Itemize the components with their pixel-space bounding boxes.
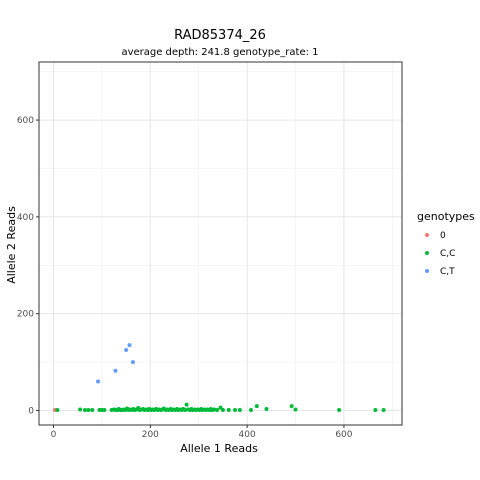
data-point <box>293 407 298 412</box>
data-point <box>113 368 118 373</box>
plot-border <box>38 61 403 426</box>
data-point <box>337 407 342 412</box>
y-tick-label: 200 <box>17 310 34 320</box>
data-point <box>215 407 220 412</box>
legend-label: 0 <box>440 231 446 241</box>
legend-label: C,T <box>440 267 455 277</box>
x-tick-label: 0 <box>51 430 57 440</box>
data-point <box>233 407 238 412</box>
data-point <box>124 347 129 352</box>
series-c-t <box>96 343 135 384</box>
data-point <box>184 402 189 407</box>
chart-title: RAD85374_26 <box>174 28 266 43</box>
data-point <box>86 407 91 412</box>
plot-panel: 0 200 400 600 0 200 400 600 <box>17 61 403 440</box>
data-point <box>381 407 386 412</box>
data-point <box>220 407 225 412</box>
x-tick-label: 200 <box>142 430 159 440</box>
x-axis-title: Allele 1 Reads <box>180 442 258 455</box>
plot-background <box>39 62 402 425</box>
data-point <box>248 407 253 412</box>
series-c-c <box>55 402 386 412</box>
legend-title: genotypes <box>417 210 475 223</box>
data-point <box>264 407 269 412</box>
data-point <box>96 379 101 384</box>
y-tick-label: 600 <box>17 116 34 126</box>
data-point <box>78 407 83 412</box>
data-point <box>130 360 135 365</box>
legend-key <box>425 251 429 255</box>
data-point <box>82 407 87 412</box>
y-axis-title: Allele 2 Reads <box>5 206 18 284</box>
y-tick-label: 0 <box>28 406 34 416</box>
data-point <box>226 407 231 412</box>
data-point <box>55 407 60 412</box>
legend-key <box>425 269 429 273</box>
y-tick-label: 400 <box>17 213 34 223</box>
data-point <box>289 404 294 409</box>
x-tick-label: 400 <box>239 430 256 440</box>
data-point <box>373 407 378 412</box>
legend-label: C,C <box>440 249 455 259</box>
legend: genotypes 0 C,C C,T <box>417 210 475 277</box>
chart-subtitle: average depth: 241.8 genotype_rate: 1 <box>121 47 318 58</box>
x-tick-label: 600 <box>335 430 352 440</box>
data-point <box>218 405 223 410</box>
data-point <box>254 404 259 409</box>
data-point <box>237 407 242 412</box>
data-point <box>102 407 107 412</box>
data-point <box>127 343 132 348</box>
legend-key <box>425 233 429 237</box>
data-point <box>90 407 95 412</box>
